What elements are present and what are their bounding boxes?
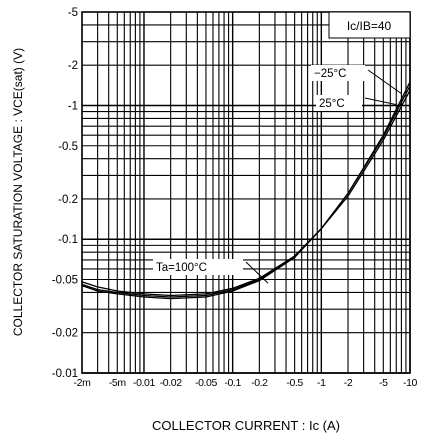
y-axis-title: COLLECTOR SATURATION VOLTAGE : VCE(sat) … [11, 48, 25, 336]
x-tick-label: -0.05 [195, 377, 217, 389]
x-tick-label: -0.1 [224, 377, 241, 389]
x-tick-label: -1 [317, 377, 326, 389]
condition-label: Ic/IB=40 [347, 19, 392, 33]
y-tick-label: -1 [68, 100, 78, 112]
y-tick-label: -5 [68, 7, 78, 19]
x-tick-label: -0.02 [160, 377, 182, 389]
x-tick-label: -10 [403, 377, 418, 389]
series-label-bg [316, 95, 362, 111]
tick-labels: -2m -5m -0.01 -0.02 -0.05 -0.1 -0.2 -0.5 -1 -2 -5 -… [52, 7, 418, 389]
grid [81, 11, 411, 374]
y-tick-label: -0.05 [52, 275, 78, 287]
y-tick-label: -0.2 [58, 194, 78, 206]
y-tick-label: -0.02 [52, 328, 78, 340]
x-tick-label: -2 [344, 377, 353, 389]
plot-frame [81, 11, 411, 374]
x-tick-label: -0.5 [286, 377, 303, 389]
annotations: Ic/IB=40 Ta=100°C 25°C −25°C [153, 11, 411, 284]
x-tick-label: -0.01 [133, 377, 155, 389]
x-axis-title: COLLECTOR CURRENT : Ic (A) [152, 418, 340, 433]
series-leader-line [245, 261, 269, 284]
y-tick-label: -0.01 [52, 368, 78, 380]
x-tick-label: -0.2 [251, 377, 268, 389]
x-tick-label: -5 [379, 377, 388, 389]
series-line [81, 85, 411, 298]
series-leader-line [364, 97, 397, 106]
y-tick-label: -0.1 [58, 234, 78, 246]
y-tick-label: -0.5 [58, 141, 78, 153]
x-tick-label: -2m [74, 377, 92, 389]
series-line [81, 81, 411, 300]
series-label: Ta=100°C [156, 262, 207, 274]
series-label-bg [311, 65, 365, 81]
series-label: −25°C [314, 68, 346, 80]
series-label: 25°C [319, 98, 345, 110]
x-tick-label: -5m [109, 377, 127, 389]
curves [81, 81, 411, 300]
series-line [81, 89, 411, 297]
y-tick-label: -2 [68, 60, 78, 72]
condition-label-box [328, 11, 411, 39]
series-label-bg [153, 259, 243, 275]
series-leader-line [367, 69, 402, 95]
